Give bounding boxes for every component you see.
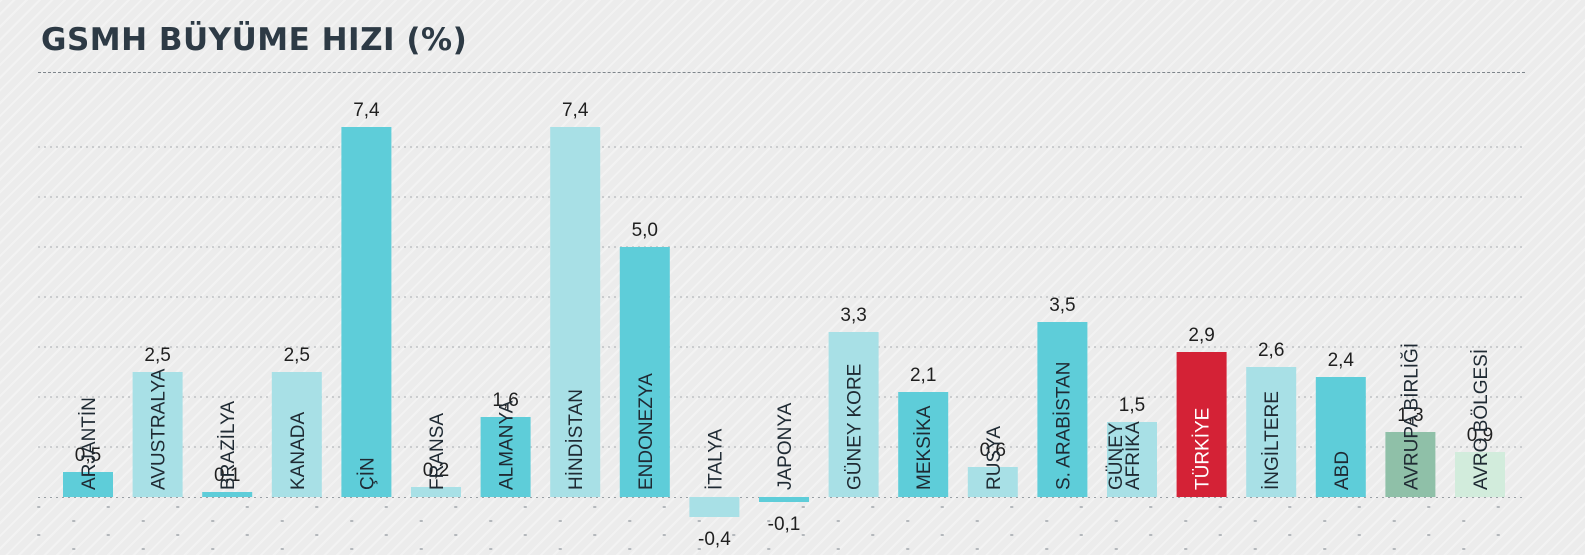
data-label: 1,5 <box>1119 395 1145 416</box>
category-label: MEKSİKA <box>914 405 935 490</box>
bar <box>132 372 183 497</box>
category-label: İNGİLTERE <box>1262 391 1283 490</box>
data-label: -0,4 <box>698 529 731 550</box>
category-label: KANADA <box>288 412 309 490</box>
data-label: 2,1 <box>910 365 936 386</box>
data-label: 3,3 <box>840 305 866 326</box>
bar <box>1037 322 1088 497</box>
category-label: S. ARABİSTAN <box>1053 362 1074 490</box>
bar <box>828 332 879 497</box>
title-divider <box>38 72 1525 73</box>
data-label: 0,5 <box>75 445 101 466</box>
bars <box>63 127 1505 517</box>
data-label: 2,6 <box>1258 340 1284 361</box>
bar <box>411 487 461 497</box>
category-label: JAPONYA <box>775 402 796 490</box>
bar <box>1385 432 1436 497</box>
data-label: 3,5 <box>1049 295 1075 316</box>
value-labels: 0,5 2,5 0,1 2,5 7,4 0,2 1,6 7,4 5,0 -0,4 -0,1 3,3 2,… <box>75 100 1493 550</box>
category-labels: ARJANTİN AVUSTRALYA BRAZİLYA KANADA ÇİN FRANS… <box>79 343 1492 490</box>
data-label: 2,9 <box>1188 325 1214 346</box>
bar <box>689 497 740 517</box>
bar <box>202 492 253 497</box>
data-label: 0,9 <box>1467 425 1493 446</box>
bar <box>1246 367 1297 497</box>
category-label: RUSYA <box>984 426 1005 490</box>
category-label: HİNDİSTAN <box>566 389 587 490</box>
category-label: AVUSTRALYA <box>149 368 170 490</box>
category-label: AVRUPA BİRLİĞİ <box>1400 343 1422 490</box>
category-label: İTALYA <box>705 428 726 490</box>
bar <box>1176 352 1227 497</box>
category-label: BRAZİLYA <box>218 401 239 490</box>
data-label: 2,5 <box>144 345 170 366</box>
bar <box>967 467 1018 497</box>
data-label: 0,6 <box>980 440 1006 461</box>
data-label: 7,4 <box>353 100 380 121</box>
chart-title: GSMH BÜYÜME HIZI (%) <box>41 22 468 58</box>
bar <box>759 497 809 502</box>
bar <box>63 472 113 497</box>
bar <box>1107 422 1157 497</box>
category-label: ALMANYA <box>497 400 518 490</box>
category-label: ENDONEZYA <box>636 373 657 490</box>
bar <box>480 417 531 497</box>
category-label: ARJANTİN <box>79 397 100 490</box>
category-label: ÇİN <box>357 457 378 490</box>
bar <box>1315 377 1366 497</box>
data-label: 2,4 <box>1328 350 1355 371</box>
bar <box>341 127 392 497</box>
data-label: 0,2 <box>423 460 449 481</box>
category-label: GÜNEYAFRİKA <box>1106 421 1144 490</box>
data-label: 5,0 <box>632 220 658 241</box>
data-label: 0,1 <box>214 465 240 486</box>
bar <box>898 392 949 497</box>
category-label: TÜRKİYE <box>1193 408 1214 490</box>
category-label: FRANSA <box>427 413 448 490</box>
category-label: ABD <box>1332 451 1353 490</box>
data-label: 1,3 <box>1397 405 1423 426</box>
bar <box>271 372 322 497</box>
data-label: 1,6 <box>492 390 518 411</box>
data-label: -0,1 <box>768 514 801 535</box>
category-label: AVRO BÖLGESİ <box>1471 349 1492 490</box>
bar <box>550 127 601 497</box>
bar <box>1455 452 1505 497</box>
category-label: GÜNEY KORE <box>845 364 866 490</box>
bar <box>619 247 670 497</box>
data-label: 7,4 <box>562 100 589 121</box>
data-label: 2,5 <box>284 345 310 366</box>
